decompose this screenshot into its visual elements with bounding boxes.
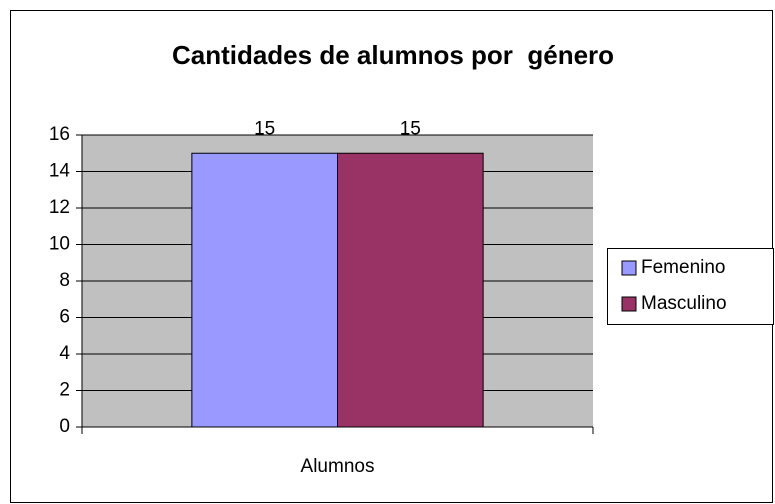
y-tick-label: 8 <box>59 270 70 291</box>
y-tick-label: 4 <box>59 343 70 364</box>
data-label: 15 <box>400 118 421 139</box>
data-label: 15 <box>254 118 275 139</box>
y-tick-label: 16 <box>49 124 70 145</box>
y-tick-label: 12 <box>49 197 70 218</box>
y-tick-label: 2 <box>59 380 70 401</box>
chart-title: Cantidades de alumnos por género <box>172 40 614 70</box>
x-tick-label: Alumnos <box>301 456 375 477</box>
bar <box>191 152 338 428</box>
bar <box>337 152 484 428</box>
legend-label: Masculino <box>641 293 727 314</box>
y-tick-label: 14 <box>49 161 71 182</box>
y-tick-label: 6 <box>59 307 70 328</box>
legend-swatch <box>621 296 637 312</box>
legend-label: Femenino <box>641 257 726 278</box>
y-tick-label: 0 <box>59 416 70 437</box>
y-tick-label: 10 <box>49 234 70 255</box>
legend-swatch <box>621 260 637 276</box>
